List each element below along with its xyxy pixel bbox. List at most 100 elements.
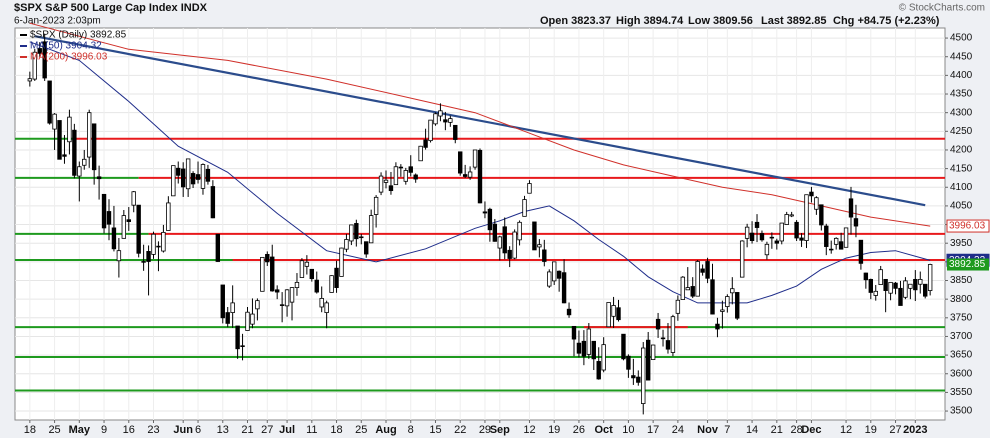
candle-body — [631, 375, 636, 379]
candle-body — [893, 282, 898, 289]
candle-body — [141, 261, 146, 263]
last-price-box — [947, 258, 989, 271]
candle-body — [591, 340, 596, 360]
quote-high: High 3894.74 — [616, 15, 684, 27]
candle-body — [314, 279, 319, 293]
candle-body — [843, 227, 849, 248]
candle-body — [883, 278, 888, 291]
candle-body — [799, 237, 804, 241]
candle-body — [205, 168, 211, 182]
candle-body — [507, 249, 512, 259]
candle-body — [250, 313, 255, 325]
candle-body — [176, 167, 181, 176]
candle-body — [675, 299, 681, 314]
candle-body — [863, 272, 869, 281]
y-tick-label: 4300 — [950, 107, 973, 118]
candle-body — [324, 302, 329, 313]
candle-body — [794, 221, 799, 239]
candle-body — [680, 276, 686, 300]
candle-body — [824, 225, 829, 247]
candle-body — [438, 110, 443, 117]
candle-body — [735, 292, 740, 319]
candle-body — [898, 287, 903, 306]
candle-body — [433, 113, 438, 125]
candle-body — [903, 280, 908, 298]
candle-body — [467, 171, 473, 178]
candle-body — [235, 325, 240, 350]
candle-body — [873, 290, 878, 296]
candle-body — [784, 214, 789, 225]
y-tick-label: 4200 — [950, 145, 973, 156]
candle-body — [309, 268, 315, 280]
candle-body — [858, 239, 864, 264]
candle-body — [294, 281, 300, 288]
candle-body — [185, 158, 191, 190]
candle-body — [57, 120, 62, 160]
candle-body — [700, 268, 705, 273]
x-tick-label: 16 — [123, 424, 135, 436]
candle-body — [913, 278, 918, 291]
candle-body — [537, 244, 542, 248]
x-tick-label: 24 — [672, 424, 684, 436]
candle-body — [279, 304, 285, 306]
candle-body — [87, 112, 92, 158]
candle-body — [576, 342, 582, 354]
candle-body — [443, 119, 448, 123]
x-tick-label: Jun — [173, 424, 193, 436]
candle-body — [853, 218, 859, 227]
candle-body — [715, 323, 720, 330]
candle-body — [730, 288, 735, 294]
legend-entry: MA(50) 3904.32 — [30, 41, 102, 52]
candle-body — [542, 249, 547, 262]
candle-body — [497, 236, 502, 249]
candle-body — [636, 376, 641, 383]
candle-body — [225, 312, 230, 324]
candle-body — [240, 345, 245, 347]
x-tick-label: 29 — [479, 424, 491, 436]
candle-body — [453, 124, 458, 140]
candle-body — [462, 174, 468, 177]
candle-body — [27, 78, 33, 82]
candle-body — [52, 113, 57, 130]
x-tick-label: 26 — [573, 424, 585, 436]
candle-body — [779, 222, 784, 242]
candle-body — [195, 174, 201, 180]
candle-body — [670, 316, 676, 353]
candle-body — [725, 296, 730, 308]
candle-body — [171, 165, 176, 197]
candle-body — [566, 308, 572, 316]
y-tick-label: 3550 — [950, 387, 973, 398]
candle-body — [339, 247, 344, 277]
candle-body — [923, 283, 928, 297]
y-tick-label: 3500 — [950, 406, 973, 417]
y-tick-label: 3600 — [950, 368, 973, 379]
x-tick-label: 6 — [195, 424, 201, 436]
candle-body — [918, 278, 923, 285]
candle-body — [32, 51, 37, 80]
y-tick-label: 3950 — [950, 238, 973, 249]
candle-body — [809, 191, 814, 197]
candle-body — [641, 347, 646, 404]
candle-body — [606, 302, 611, 328]
y-tick-label: 3700 — [950, 331, 973, 342]
candle-body — [408, 166, 413, 173]
credit: © StockCharts.com — [899, 3, 985, 14]
candle-body — [650, 344, 656, 360]
candle-body — [527, 183, 532, 194]
candle-body — [581, 340, 587, 357]
candle-body — [532, 221, 537, 251]
y-tick-label: 3850 — [950, 275, 973, 286]
candle-body — [274, 289, 280, 293]
x-tick-label: 25 — [48, 424, 60, 436]
x-tick-label: 23 — [147, 424, 159, 436]
candle-body — [739, 240, 745, 278]
candle-body — [319, 298, 324, 308]
candle-body — [927, 264, 933, 291]
y-tick-label: 4400 — [950, 70, 973, 81]
candle-body — [418, 145, 423, 162]
candle-body — [814, 197, 819, 210]
x-tick-label: 9 — [101, 424, 107, 436]
last-value-label: 3996.03 — [949, 221, 986, 232]
candle-body — [393, 166, 399, 186]
candle-body — [230, 302, 235, 313]
